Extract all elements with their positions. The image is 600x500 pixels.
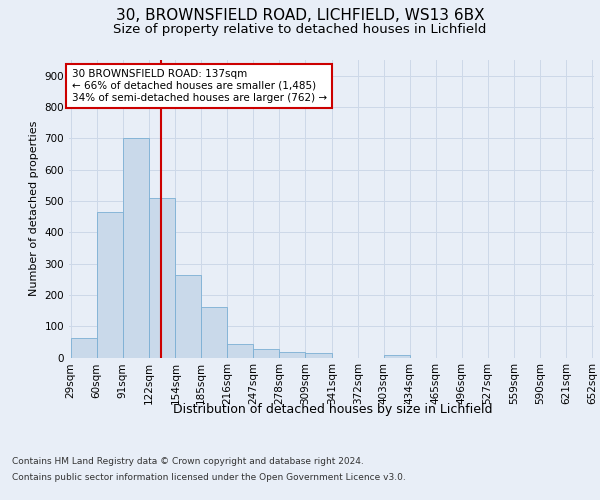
Text: Distribution of detached houses by size in Lichfield: Distribution of detached houses by size … (173, 402, 493, 415)
Bar (97, 212, 122, 358)
Bar (305, 354, 332, 358)
Bar (149, 198, 175, 358)
Text: Contains HM Land Registry data © Crown copyright and database right 2024.: Contains HM Land Registry data © Crown c… (12, 458, 364, 466)
Text: 30, BROWNSFIELD ROAD, LICHFIELD, WS13 6BX: 30, BROWNSFIELD ROAD, LICHFIELD, WS13 6B… (116, 8, 484, 22)
Bar (201, 308, 227, 358)
Text: 30 BROWNSFIELD ROAD: 137sqm
← 66% of detached houses are smaller (1,485)
34% of : 30 BROWNSFIELD ROAD: 137sqm ← 66% of det… (71, 70, 326, 102)
Bar (227, 344, 253, 358)
Text: Contains public sector information licensed under the Open Government Licence v3: Contains public sector information licen… (12, 472, 406, 482)
Bar (253, 348, 279, 358)
Text: Size of property relative to detached houses in Lichfield: Size of property relative to detached ho… (113, 22, 487, 36)
Bar (384, 355, 410, 358)
Y-axis label: Number of detached properties: Number of detached properties (29, 121, 39, 296)
Bar (122, 138, 149, 358)
Bar (279, 352, 305, 358)
Bar (71, 338, 97, 357)
Bar (175, 274, 201, 357)
